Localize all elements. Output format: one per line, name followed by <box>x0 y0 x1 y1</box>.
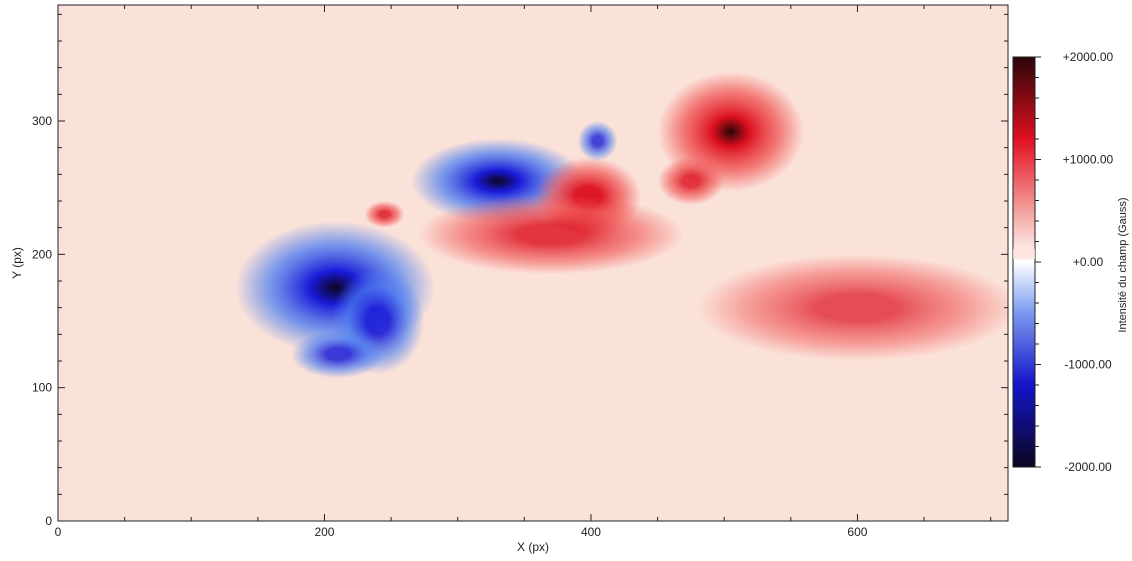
colorbar-tick-label: +2000.00 <box>1063 50 1114 64</box>
negative-sunspot-region <box>291 330 385 379</box>
colorbar-tick-label: -2000.00 <box>1064 460 1112 474</box>
positive-plage-region <box>697 254 1008 361</box>
colorbar-tick-label: +0.00 <box>1073 255 1104 269</box>
colorbar-tick-label: -1000.00 <box>1064 358 1112 372</box>
colorbar-level-marker <box>1013 248 1035 259</box>
y-tick-label: 0 <box>45 514 52 528</box>
x-tick-label: 600 <box>847 525 867 539</box>
positive-plage-region <box>657 157 725 205</box>
y-tick-label: 100 <box>32 381 52 395</box>
x-tick-label: 400 <box>581 525 601 539</box>
x-tick-label: 200 <box>314 525 334 539</box>
axes: 0 200 400 600 0 100 200 300 <box>32 5 1008 539</box>
positive-plage-region <box>364 201 405 228</box>
colorbar <box>1012 56 1036 468</box>
x-axis-label: X (px) <box>517 540 549 554</box>
negative-pore-region <box>577 121 618 161</box>
y-tick-label: 300 <box>32 114 52 128</box>
y-tick-label: 200 <box>32 247 52 261</box>
positive-plage-region <box>417 194 685 275</box>
colorbar-tick-label: +1000.00 <box>1063 153 1114 167</box>
x-tick-label: 0 <box>55 525 62 539</box>
y-axis-label: Y (px) <box>10 247 24 279</box>
field-map <box>235 71 1008 379</box>
colorbar-label: Intensité du champ (Gauss) <box>1117 197 1129 332</box>
colorbar-ticks: +2000.00 +1000.00 +0.00 -1000.00 -2000.00 <box>1035 50 1114 474</box>
plot-frame <box>57 4 1009 522</box>
